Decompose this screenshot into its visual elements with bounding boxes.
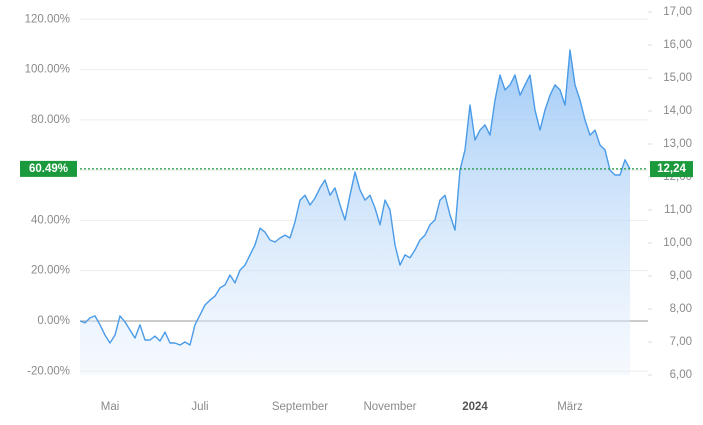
y2-tick-label: 15,00 bbox=[663, 72, 692, 84]
x-tick-label: Mai bbox=[101, 401, 120, 413]
y2-tick-label: 7,00 bbox=[670, 336, 692, 348]
area bbox=[80, 50, 630, 375]
y-tick-label: 0.00% bbox=[37, 315, 70, 327]
marker-right-box bbox=[650, 161, 693, 178]
y2-tick-label: 9,00 bbox=[670, 270, 692, 282]
x-tick-label: September bbox=[272, 401, 328, 413]
x-tick-label: Juli bbox=[191, 401, 208, 413]
y2-tick-label: 17,00 bbox=[663, 6, 692, 18]
marker-left-box bbox=[20, 160, 77, 177]
y2-tick-label: 14,00 bbox=[663, 105, 692, 117]
y-tick-label: -20.00% bbox=[27, 365, 70, 377]
y2-tick-label: 11,00 bbox=[664, 204, 692, 216]
x-tick-label: November bbox=[363, 401, 416, 413]
marker-left-label: 60.49% bbox=[29, 163, 68, 175]
y2-tick-label: 16,00 bbox=[663, 39, 692, 51]
line bbox=[79, 49, 631, 346]
y-tick-label: 20.00% bbox=[31, 265, 70, 277]
x-tick-label: 2024 bbox=[462, 401, 488, 413]
y2-tick-label: 8,00 bbox=[670, 303, 692, 315]
y-tick-label: 80.00% bbox=[31, 114, 70, 126]
y-tick-label: 100.00% bbox=[25, 64, 70, 76]
y-tick-label: 40.00% bbox=[31, 214, 70, 226]
x-tick-label: März bbox=[557, 401, 583, 413]
marker-right-label: 12,24 bbox=[657, 163, 686, 175]
y2-tick-label: 10,00 bbox=[663, 237, 692, 249]
y2-tick-label: 6,00 bbox=[670, 369, 692, 381]
y-tick-label: 120.00% bbox=[25, 13, 70, 25]
y2-tick-label: 13,00 bbox=[663, 138, 692, 150]
